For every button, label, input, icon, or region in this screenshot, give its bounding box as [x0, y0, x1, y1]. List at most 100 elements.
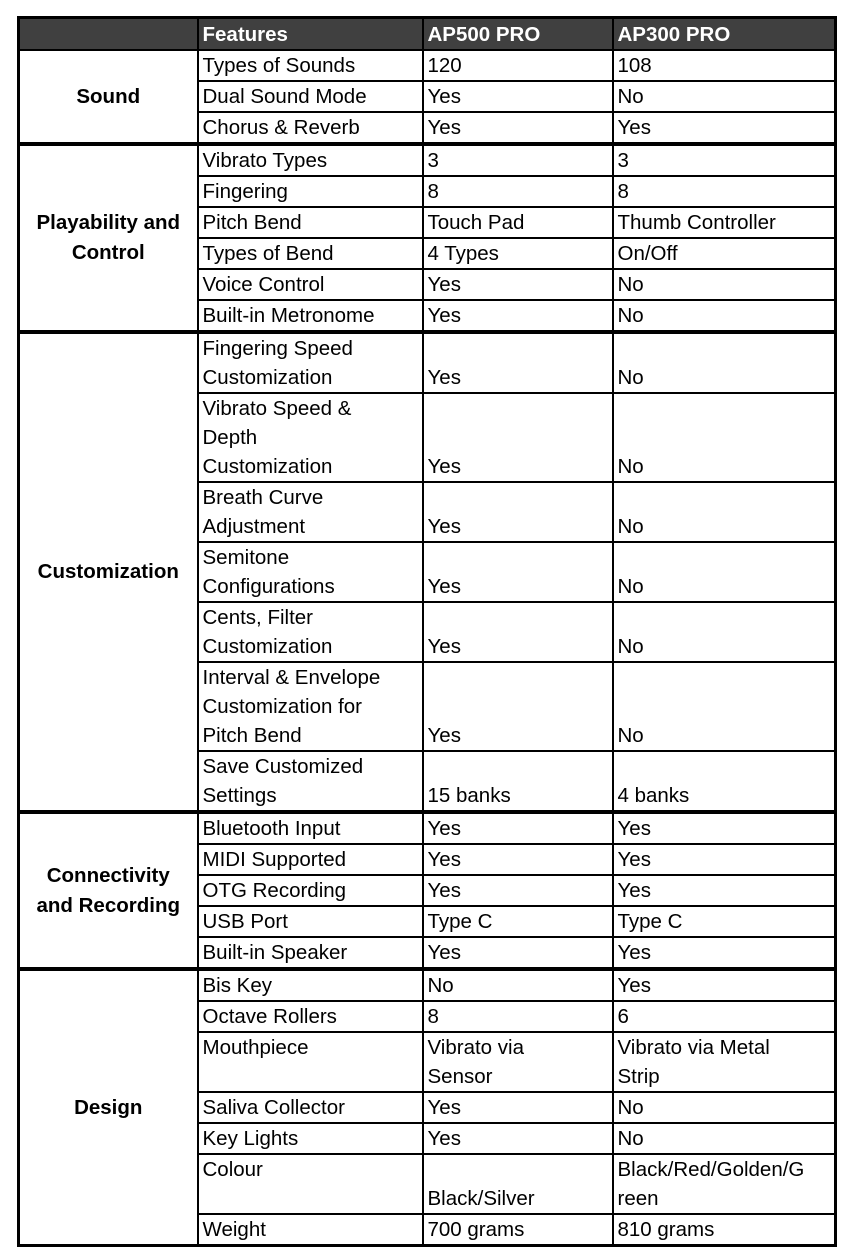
ap500-cell: Yes — [421, 810, 614, 845]
table-row: Breath Curve Adjustment Yes No — [19, 481, 837, 543]
ap300-cell: No — [611, 392, 837, 483]
group-label: Playability and Control — [17, 142, 199, 333]
ap500-cell: Black/Silver — [421, 1153, 614, 1215]
ap300-cell: Yes — [611, 111, 837, 145]
feature-cell: Fingering — [196, 175, 424, 208]
ap500-cell: 3 — [421, 142, 614, 177]
ap300-cell: Type C — [611, 905, 837, 938]
ap500-cell: Yes — [421, 541, 614, 603]
ap300-cell: Vibrato via Metal Strip — [611, 1031, 837, 1093]
feature-cell: USB Port — [196, 905, 424, 938]
feature-cell: Save Customized Settings — [196, 750, 424, 813]
ap500-cell: Vibrato via Sensor — [421, 1031, 614, 1093]
header-ap500: AP500 PRO — [421, 16, 614, 51]
table-row: Semitone Configurations Yes No — [19, 541, 837, 603]
header-blank — [17, 16, 199, 51]
table-row: Colour Black/Silver Black/Red/Golden/G ree… — [19, 1153, 837, 1215]
ap300-cell: No — [611, 1091, 837, 1124]
feature-cell: Bluetooth Input — [196, 810, 424, 845]
ap500-cell: Yes — [421, 299, 614, 333]
table-row: USB Port Type C Type C — [19, 905, 837, 938]
ap500-cell: 8 — [421, 1000, 614, 1033]
table-row: Built-in Metronome Yes No — [19, 299, 837, 333]
feature-cell: Breath Curve Adjustment — [196, 481, 424, 543]
ap500-cell: Yes — [421, 1091, 614, 1124]
table-row: Fingering 8 8 — [19, 175, 837, 208]
ap300-cell: Yes — [611, 843, 837, 876]
table-row: Octave Rollers 8 6 — [19, 1000, 837, 1033]
table-row: Types of Bend 4 Types On/Off — [19, 237, 837, 270]
ap500-cell: 8 — [421, 175, 614, 208]
ap300-cell: No — [611, 80, 837, 113]
ap500-cell: Yes — [421, 268, 614, 301]
feature-cell: Built-in Speaker — [196, 936, 424, 970]
ap300-cell: No — [611, 481, 837, 543]
table-row: Customization Fingering Speed Customizati… — [17, 330, 837, 813]
feature-cell: Pitch Bend — [196, 206, 424, 239]
feature-cell: Semitone Configurations — [196, 541, 424, 603]
ap300-cell: Yes — [611, 936, 837, 970]
ap300-cell: No — [611, 661, 837, 752]
ap300-cell: Yes — [611, 967, 837, 1002]
feature-cell: Weight — [196, 1213, 424, 1247]
table-row: Built-in Speaker Yes Yes — [19, 936, 837, 970]
feature-cell: Cents, Filter Customization — [196, 601, 424, 663]
ap300-cell: Black/Red/Golden/G reen — [611, 1153, 837, 1215]
ap500-cell: Yes — [421, 111, 614, 145]
ap300-cell: Yes — [611, 810, 837, 845]
table-row: Playability and Control Vibrato Types 3 3 — [17, 142, 837, 333]
header-features: Features — [196, 16, 424, 51]
feature-cell: MIDI Supported — [196, 843, 424, 876]
ap500-cell: Yes — [421, 601, 614, 663]
table-row: Sound Types of Sounds 120 108 — [17, 49, 837, 145]
table-row: Save Customized Settings 15 banks 4 banks — [19, 750, 837, 813]
table-row: Pitch Bend Touch Pad Thumb Controller — [19, 206, 837, 239]
table-row: Chorus & Reverb Yes Yes — [19, 111, 837, 145]
feature-cell: Mouthpiece — [196, 1031, 424, 1093]
table-row: Voice Control Yes No — [19, 268, 837, 301]
ap500-cell: Yes — [421, 392, 614, 483]
ap500-cell: Yes — [421, 874, 614, 907]
ap500-cell: Yes — [421, 1122, 614, 1155]
table-row: Design Bis Key No Yes — [17, 967, 837, 1247]
table-row: Mouthpiece Vibrato via Sensor Vibrato via … — [19, 1031, 837, 1093]
ap300-cell: 810 grams — [611, 1213, 837, 1247]
table-row: OTG Recording Yes Yes — [19, 874, 837, 907]
ap300-cell: No — [611, 299, 837, 333]
ap300-cell: 108 — [611, 49, 837, 82]
feature-cell: Fingering Speed Customization — [196, 330, 424, 394]
table-row: MIDI Supported Yes Yes — [19, 843, 837, 876]
feature-cell: Interval & Envelope Customization for Pi… — [196, 661, 424, 752]
ap500-cell: Type C — [421, 905, 614, 938]
feature-cell: OTG Recording — [196, 874, 424, 907]
feature-cell: Colour — [196, 1153, 424, 1215]
ap300-cell: No — [611, 268, 837, 301]
group-label: Customization — [17, 330, 199, 813]
ap300-cell: No — [611, 541, 837, 603]
feature-cell: Octave Rollers — [196, 1000, 424, 1033]
group-label: Design — [17, 967, 199, 1247]
table-row: Interval & Envelope Customization for Pi… — [19, 661, 837, 752]
ap300-cell: No — [611, 330, 837, 394]
ap300-cell: On/Off — [611, 237, 837, 270]
ap500-cell: 120 — [421, 49, 614, 82]
ap500-cell: Yes — [421, 661, 614, 752]
feature-cell: Vibrato Types — [196, 142, 424, 177]
feature-cell: Vibrato Speed & Depth Customization — [196, 392, 424, 483]
header-ap300: AP300 PRO — [611, 16, 837, 51]
ap500-cell: Touch Pad — [421, 206, 614, 239]
ap300-cell: 4 banks — [611, 750, 837, 813]
group-label: Sound — [17, 49, 199, 145]
ap300-cell: No — [611, 1122, 837, 1155]
ap300-cell: No — [611, 601, 837, 663]
feature-cell: Built-in Metronome — [196, 299, 424, 333]
table-row: Dual Sound Mode Yes No — [19, 80, 837, 113]
feature-cell: Bis Key — [196, 967, 424, 1002]
table-row: Saliva Collector Yes No — [19, 1091, 837, 1124]
ap300-cell: Yes — [611, 874, 837, 907]
table-row: Connectivity and Recording Bluetooth Inpu… — [17, 810, 837, 970]
ap300-cell: 3 — [611, 142, 837, 177]
table-row: Key Lights Yes No — [19, 1122, 837, 1155]
ap500-cell: 700 grams — [421, 1213, 614, 1247]
ap500-cell: Yes — [421, 80, 614, 113]
